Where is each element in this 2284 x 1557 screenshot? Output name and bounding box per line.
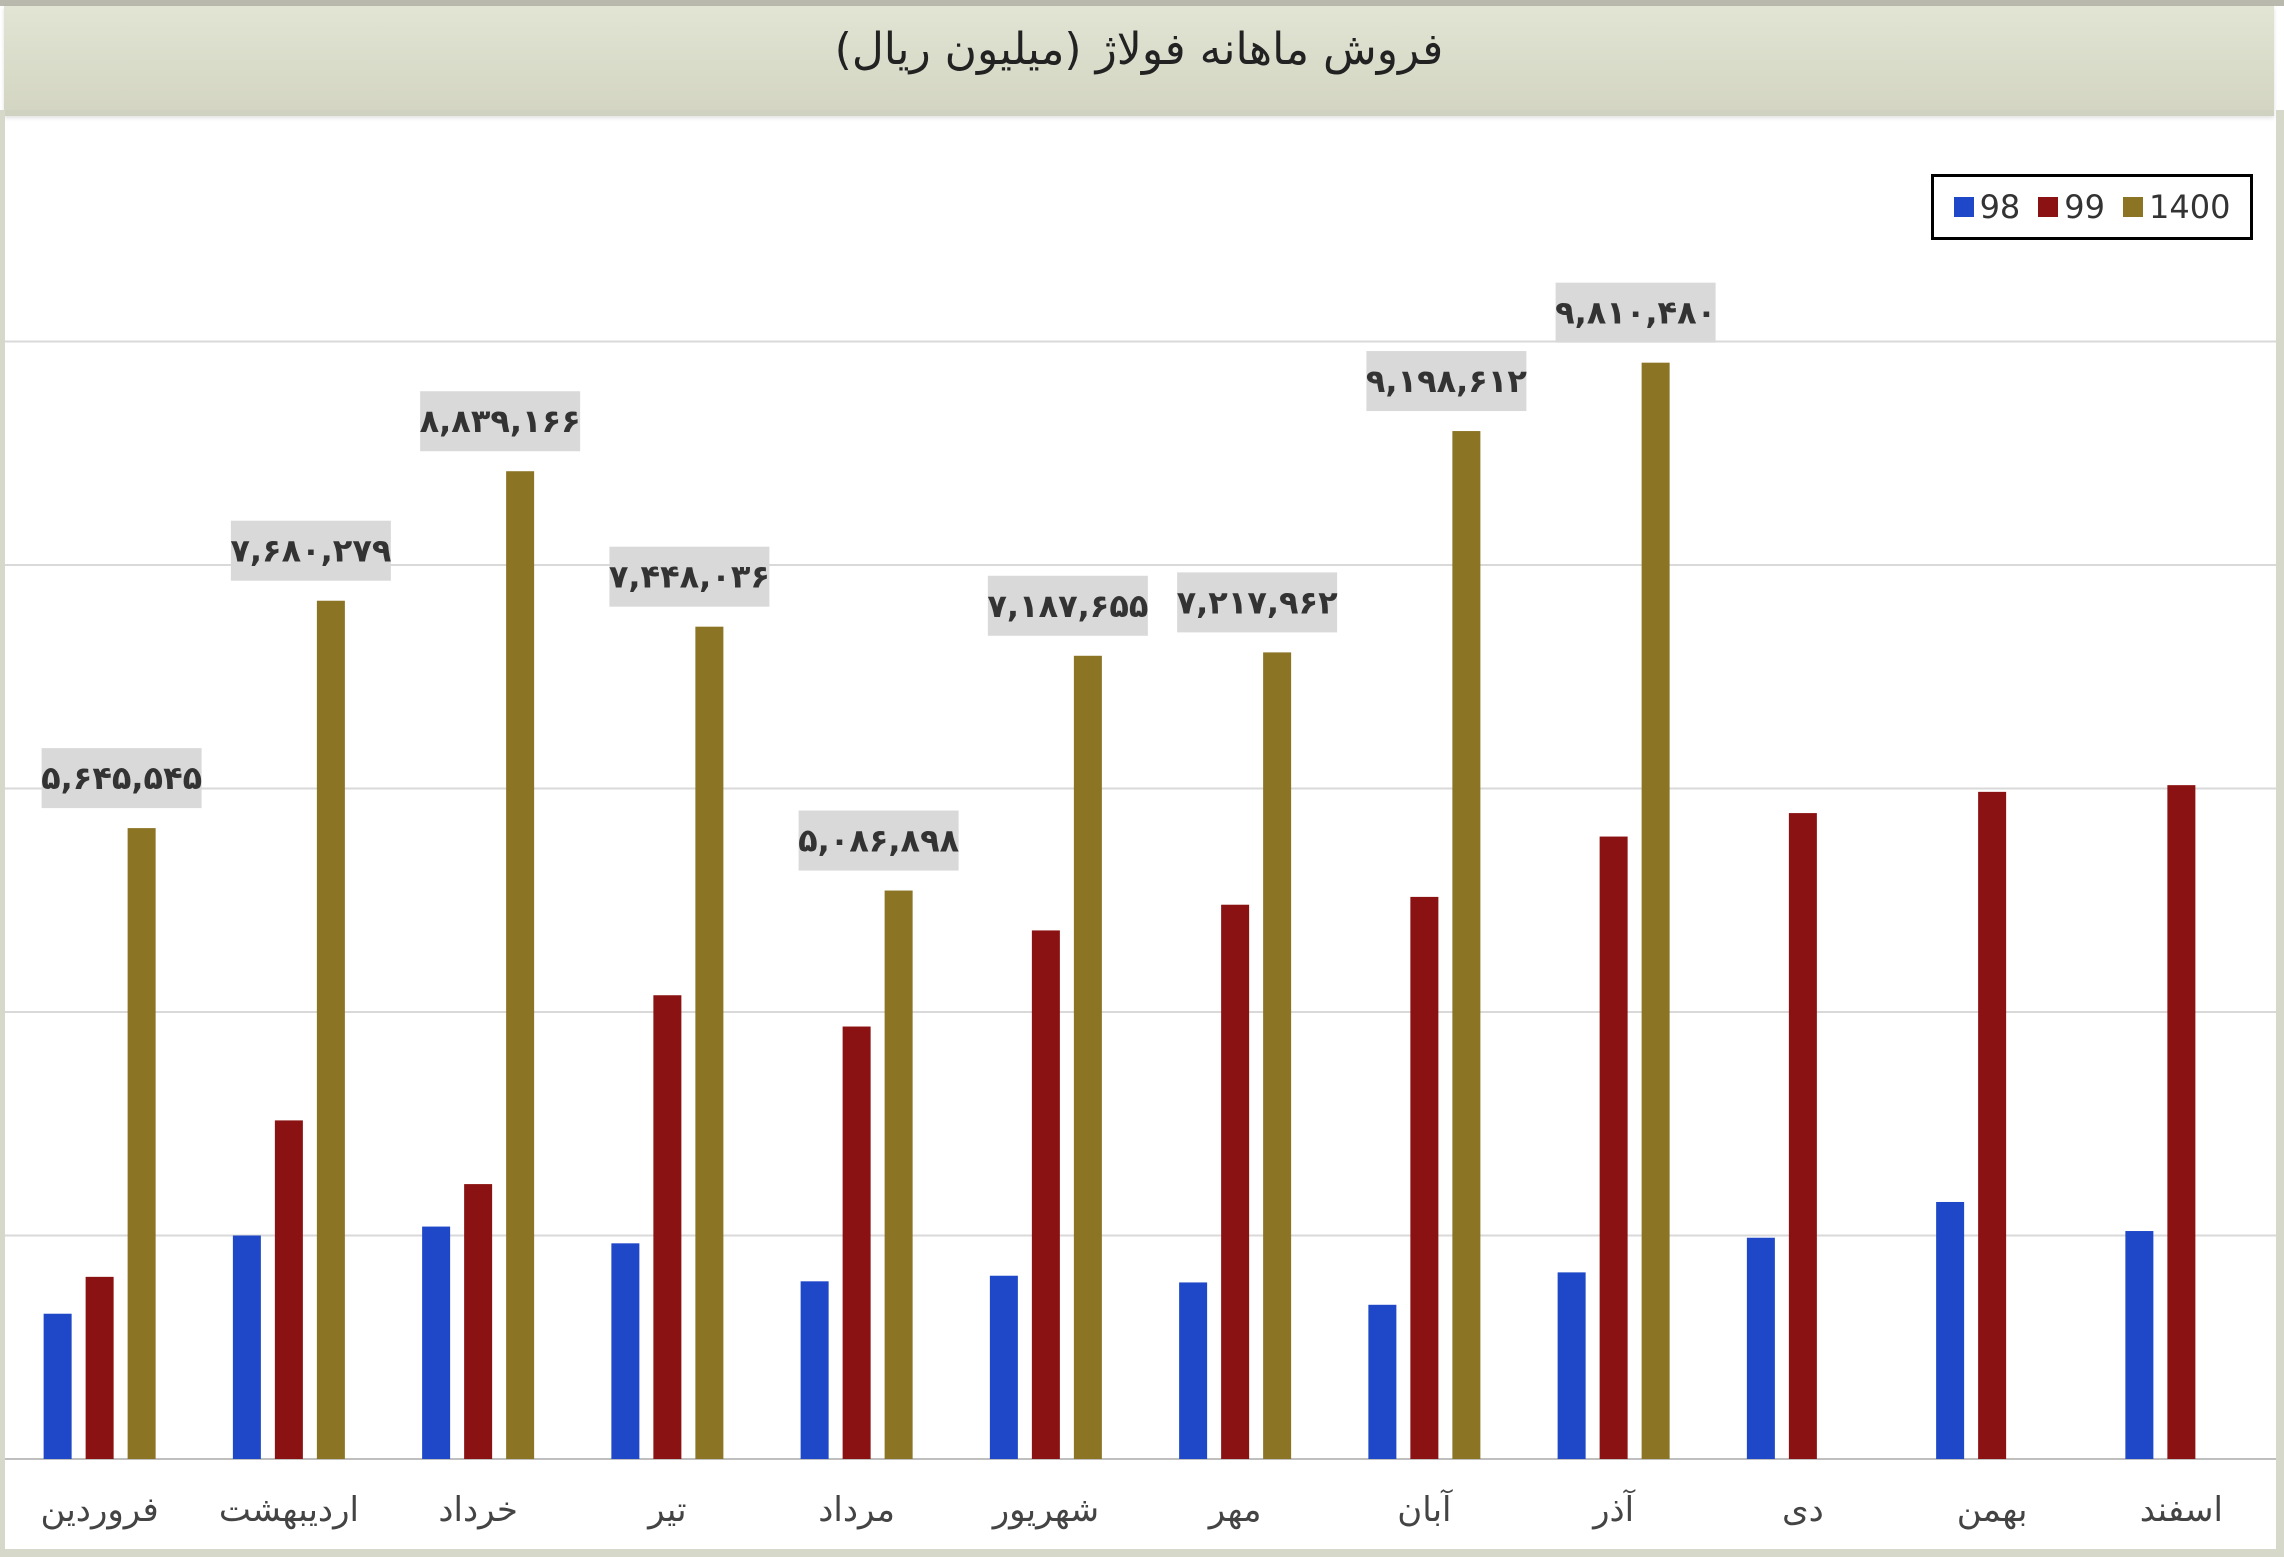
data-label-box <box>230 520 391 581</box>
legend-label: 99 <box>2064 188 2105 226</box>
x-tick-label: تیر <box>646 1490 686 1530</box>
bar-1400-0 <box>127 828 156 1459</box>
x-tick-label: مهر <box>1207 1490 1262 1530</box>
data-label-4: ۵,۰۸۶,۸۹۸ <box>798 810 960 871</box>
legend-item-1400: 1400 <box>2123 188 2230 226</box>
legend-swatch <box>2038 197 2059 217</box>
bar-99-6 <box>1221 904 1250 1459</box>
data-label-box <box>987 575 1148 636</box>
data-label-1: ۷,۶۸۰,۲۷۹ <box>230 520 391 581</box>
data-label-text: ۷,۴۴۸,۰۳۶ <box>609 558 770 596</box>
bar-1400-4 <box>884 890 913 1459</box>
bar-98-2 <box>422 1226 451 1459</box>
bar-1400-5 <box>1073 655 1102 1459</box>
top-strip <box>0 0 2284 6</box>
bar-99-3 <box>653 995 682 1459</box>
data-label-text: ۷,۲۱۷,۹۶۲ <box>1177 583 1339 621</box>
bar-99-5 <box>1031 930 1060 1459</box>
bar-98-7 <box>1368 1304 1397 1459</box>
bar-98-0 <box>43 1313 72 1459</box>
bar-1400-6 <box>1263 652 1292 1459</box>
x-tick-label: آذر <box>1591 1489 1636 1530</box>
bar-99-8 <box>1599 836 1628 1459</box>
data-label-layer: ۵,۶۴۵,۵۴۵ ۷,۶۸۰,۲۷۹ ۸,۸۳۹,۱۶۶ ۷,۴۴۸,۰۳۶ ۵,۰۸… <box>41 282 1716 871</box>
legend: 98 99 1400 <box>1931 174 2253 240</box>
data-label-box <box>420 391 581 452</box>
legend-swatch <box>2123 197 2143 217</box>
data-label-text: ۹,۸۱۰,۴۸۰ <box>1555 294 1716 332</box>
data-label-text: ۷,۶۸۰,۲۷۹ <box>230 532 391 570</box>
data-label-0: ۵,۶۴۵,۵۴۵ <box>41 748 202 809</box>
bar-99-11 <box>2167 785 2196 1459</box>
data-label-3: ۷,۴۴۸,۰۳۶ <box>609 546 770 607</box>
bar-98-6 <box>1179 1282 1208 1459</box>
data-label-box <box>1177 572 1338 633</box>
bar-98-11 <box>2125 1231 2154 1459</box>
data-label-7: ۹,۱۹۸,۶۱۲ <box>1366 351 1528 412</box>
title-bar: فروش ماهانه فولاژ (میلیون ریال) <box>4 6 2274 116</box>
bar-99-7 <box>1410 896 1439 1459</box>
bar-99-4 <box>842 1026 871 1459</box>
legend-item-99: 99 <box>2038 188 2105 226</box>
data-label-text: ۵,۰۸۶,۸۹۸ <box>798 822 960 860</box>
bar-98-8 <box>1557 1272 1586 1459</box>
x-tick-label: دی <box>1782 1490 1824 1530</box>
bar-98-3 <box>611 1243 640 1459</box>
bar-99-10 <box>1978 791 2007 1459</box>
bar-99-9 <box>1788 813 1817 1459</box>
bar-98-4 <box>800 1281 829 1459</box>
data-label-6: ۷,۲۱۷,۹۶۲ <box>1177 572 1339 633</box>
legend-swatch <box>1953 197 1974 217</box>
legend-label: 1400 <box>2149 188 2231 226</box>
bar-98-1 <box>232 1235 261 1459</box>
bar-layer <box>43 362 2196 1460</box>
grid-layer <box>5 340 2276 1460</box>
data-label-text: ۷,۱۸۷,۶۵۵ <box>987 587 1148 625</box>
bottom-border <box>0 1549 2284 1557</box>
bar-1400-1 <box>316 600 345 1459</box>
bar-1400-8 <box>1641 362 1670 1460</box>
bar-98-9 <box>1746 1237 1775 1459</box>
bar-98-10 <box>1936 1201 1965 1459</box>
legend-label: 98 <box>1979 188 2021 226</box>
data-label-box <box>1366 351 1527 412</box>
bar-99-1 <box>274 1120 303 1459</box>
data-label-8: ۹,۸۱۰,۴۸۰ <box>1555 282 1716 343</box>
x-tick-label: آبان <box>1397 1489 1453 1530</box>
bar-1400-7 <box>1452 431 1481 1459</box>
x-tick-label: اسفند <box>2140 1490 2223 1530</box>
data-label-text: ۸,۸۳۹,۱۶۶ <box>420 402 581 440</box>
data-label-box <box>798 810 959 871</box>
bar-98-5 <box>989 1275 1018 1459</box>
data-label-text: ۹,۱۹۸,۶۱۲ <box>1366 362 1528 400</box>
data-label-box <box>41 748 202 809</box>
x-tick-label: مرداد <box>818 1490 895 1530</box>
data-label-box <box>609 546 770 607</box>
legend-item-98: 98 <box>1953 188 2021 226</box>
x-tick-label: شهریور <box>991 1490 1099 1530</box>
bar-1400-3 <box>695 626 724 1459</box>
x-tick-label: بهمن <box>1957 1490 2028 1530</box>
data-label-5: ۷,۱۸۷,۶۵۵ <box>987 575 1148 636</box>
tick-label-layer: فروردین اردیبهشت خرداد تیر مرداد شهریور مهر آبا… <box>40 1489 2223 1530</box>
bar-1400-2 <box>506 471 535 1459</box>
left-border <box>0 110 5 1557</box>
data-label-2: ۸,۸۳۹,۱۶۶ <box>420 391 581 452</box>
x-tick-label: فروردین <box>40 1490 158 1530</box>
chart-title: فروش ماهانه فولاژ (میلیون ریال) <box>834 24 1444 75</box>
bar-99-0 <box>85 1276 114 1459</box>
bar-99-2 <box>464 1184 493 1459</box>
data-label-box <box>1555 282 1716 343</box>
x-tick-label: خرداد <box>438 1490 518 1530</box>
x-tick-label: اردیبهشت <box>219 1490 359 1530</box>
data-label-text: ۵,۶۴۵,۵۴۵ <box>41 759 202 797</box>
right-border <box>2276 110 2284 1557</box>
